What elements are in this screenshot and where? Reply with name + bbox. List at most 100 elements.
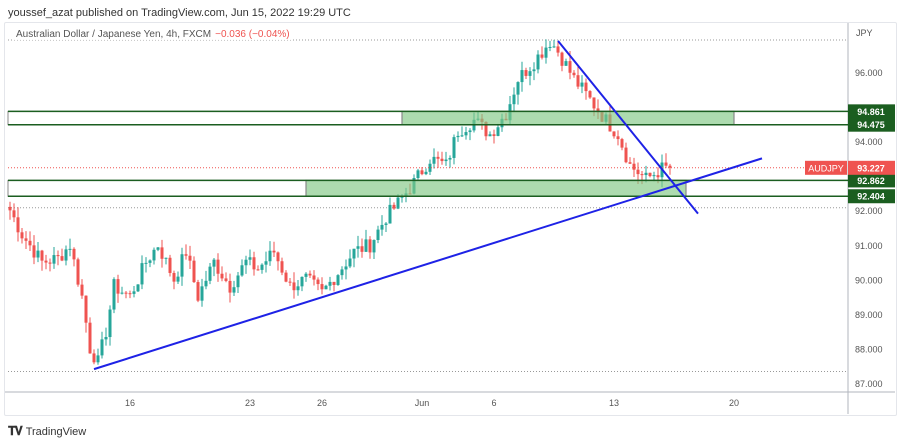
- candle-body: [520, 70, 524, 83]
- candle-body: [192, 260, 196, 283]
- candle-body: [44, 260, 48, 263]
- trendline: [557, 40, 699, 215]
- candle-body: [376, 229, 380, 241]
- candle-body: [620, 139, 624, 148]
- candle-body: [80, 284, 84, 296]
- candle-body: [56, 255, 60, 257]
- candle-body: [216, 259, 220, 274]
- candle-body: [648, 172, 652, 177]
- candle-body: [124, 292, 128, 294]
- candle-body: [248, 257, 252, 260]
- candle-body: [256, 269, 260, 271]
- price-change: −0.036 (−0.04%): [215, 29, 290, 40]
- price-level-value: 92.862: [857, 176, 885, 186]
- candle-body: [116, 279, 120, 294]
- publisher-info: youssef_azat published on TradingView.co…: [8, 7, 351, 19]
- candle-body: [28, 240, 32, 246]
- candle-body: [40, 250, 44, 261]
- brand-label: TradingView: [25, 425, 87, 438]
- currency-label: JPY: [856, 28, 873, 38]
- candle-body: [52, 255, 56, 264]
- candle-body: [492, 134, 496, 136]
- candle-body: [532, 69, 536, 72]
- candle-body: [384, 223, 388, 225]
- candle-body: [348, 258, 352, 267]
- candle-body: [396, 197, 400, 209]
- candle-body: [428, 163, 432, 172]
- candle-body: [336, 275, 340, 285]
- candle-body: [432, 156, 436, 164]
- candle-body: [584, 82, 588, 92]
- candle-body: [300, 276, 304, 287]
- price-level-tag: [848, 117, 895, 132]
- candle-body: [108, 309, 112, 338]
- candle-body: [636, 169, 640, 175]
- candle-body: [360, 246, 364, 252]
- x-tick-label: 16: [125, 398, 135, 408]
- candle-body: [580, 82, 584, 87]
- candle-body: [120, 292, 124, 294]
- candle-body: [148, 260, 152, 263]
- price-level-tag: [848, 173, 895, 188]
- candle-body: [176, 276, 180, 282]
- candle-body: [644, 172, 648, 176]
- candle-body: [296, 286, 300, 291]
- candle-body: [132, 291, 136, 294]
- candle-body: [244, 259, 248, 266]
- candle-body: [232, 287, 236, 293]
- candle-body: [556, 46, 560, 53]
- candle-body: [196, 282, 200, 301]
- x-tick-label: 26: [317, 398, 327, 408]
- candle-body: [160, 247, 164, 259]
- candle-body: [16, 217, 20, 233]
- candle-body: [344, 266, 348, 270]
- candle-body: [524, 70, 528, 76]
- candle-body: [288, 281, 292, 283]
- candle-body: [312, 275, 316, 280]
- candle-body: [68, 248, 72, 250]
- candle-body: [188, 255, 192, 261]
- candle-body: [440, 158, 444, 162]
- candle-body: [268, 250, 272, 262]
- y-tick-label: 92.000: [855, 206, 883, 216]
- candle-body: [308, 273, 312, 276]
- candle-body: [668, 165, 672, 168]
- candle-body: [252, 257, 256, 270]
- candle-body: [212, 259, 216, 267]
- candle-body: [276, 252, 280, 262]
- symbol-tag-label: AUDJPY: [808, 163, 844, 173]
- candle-body: [560, 52, 564, 66]
- candle-body: [8, 206, 12, 211]
- candle-body: [180, 254, 184, 277]
- price-level-tag: [848, 104, 895, 119]
- candle-body: [88, 322, 92, 354]
- candle-body: [172, 272, 176, 282]
- candle-body: [612, 131, 616, 137]
- x-tick-label: 20: [729, 398, 739, 408]
- candle-body: [516, 82, 520, 95]
- candle-body: [200, 286, 204, 301]
- candle-body: [340, 269, 344, 276]
- candle-body: [320, 284, 324, 290]
- candle-body: [536, 54, 540, 70]
- candle-body: [324, 285, 328, 290]
- candle-body: [656, 175, 660, 178]
- candle-body: [368, 239, 372, 253]
- candle-body: [400, 196, 404, 198]
- candle-body: [152, 249, 156, 261]
- tradingview-brand[interactable]: 𝐓𝐕 TradingView: [8, 424, 86, 439]
- candle-body: [572, 72, 576, 76]
- y-tick-label: 90.000: [855, 275, 883, 285]
- candle-body: [488, 134, 492, 137]
- candle-body: [20, 232, 24, 239]
- x-tick-label: Jun: [415, 398, 430, 408]
- candle-body: [624, 147, 628, 163]
- candle-body: [596, 108, 600, 113]
- price-level-tag: [848, 189, 895, 204]
- candle-body: [380, 224, 384, 230]
- candle-body: [640, 174, 644, 176]
- candle-body: [456, 135, 460, 138]
- candle-body: [168, 257, 172, 273]
- candle-body: [32, 245, 36, 258]
